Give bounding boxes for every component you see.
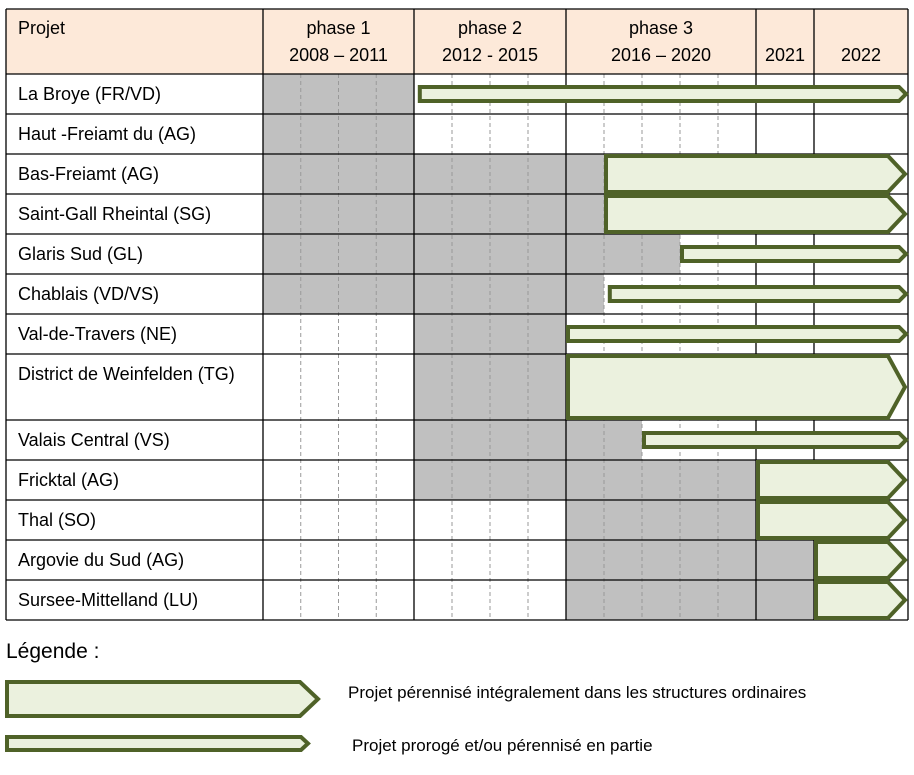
header-years: 2022 — [840, 45, 882, 65]
project-name: Chablais (VD/VS) — [18, 284, 160, 304]
header-phase-title: phase 2 — [457, 18, 523, 38]
full-arrow — [604, 154, 908, 194]
full-arrow — [566, 354, 908, 420]
header-years: 2008 – 2011 — [289, 45, 388, 65]
grey-period-bar — [566, 540, 814, 580]
partial-arrow — [680, 245, 909, 263]
header-phase-title: phase 3 — [628, 18, 694, 38]
full-arrow — [814, 580, 908, 620]
legend-full-arrow — [5, 680, 321, 718]
partial-arrow — [566, 325, 909, 343]
grey-period-bar — [263, 274, 604, 314]
project-name: Thal (SO) — [18, 510, 97, 530]
header-project: Projet — [18, 18, 66, 38]
partial-arrow — [642, 431, 909, 449]
grey-period-bar — [566, 580, 814, 620]
partial-arrow — [417, 85, 909, 103]
project-name: Argovie du Sud (AG) — [18, 550, 185, 570]
header-years: 2016 – 2020 — [610, 45, 712, 65]
project-name: District de Weinfelden (TG) — [18, 364, 235, 384]
grey-period-bar — [263, 154, 604, 194]
header-background — [6, 9, 908, 74]
project-name: Val-de-Travers (NE) — [18, 324, 178, 344]
grey-period-bar — [263, 194, 604, 234]
project-name: La Broye (FR/VD) — [18, 84, 162, 104]
legend-partial-arrow — [5, 735, 311, 752]
grey-period-bar — [566, 500, 756, 540]
grey-period-bar — [263, 234, 680, 274]
grey-period-bar — [414, 460, 756, 500]
grey-period-bar — [263, 74, 414, 114]
project-name: Haut -Freiamt du (AG) — [18, 124, 197, 144]
project-name: Fricktal (AG) — [18, 470, 119, 490]
project-name: Valais Central (VS) — [18, 430, 170, 450]
partial-arrow — [607, 285, 909, 303]
legend-partial-label: Projet prorogé et/ou pérennisé en partie — [352, 736, 653, 755]
project-name: Saint-Gall Rheintal (SG) — [18, 204, 212, 224]
full-arrow — [604, 194, 908, 234]
full-arrow — [756, 460, 908, 500]
full-arrow — [756, 500, 908, 540]
header-years: 2012 - 2015 — [441, 45, 539, 65]
header-phase-title: phase 1 — [306, 18, 371, 38]
legend-title: Légende : — [6, 640, 100, 663]
full-arrow — [814, 540, 908, 580]
project-name: Glaris Sud (GL) — [18, 244, 144, 264]
legend-full-label: Projet pérennisé intégralement dans les … — [348, 683, 807, 702]
project-name: Bas-Freiamt (AG) — [18, 164, 160, 184]
header-years: 2021 — [764, 45, 806, 65]
project-name: Sursee-Mittelland (LU) — [18, 590, 199, 610]
